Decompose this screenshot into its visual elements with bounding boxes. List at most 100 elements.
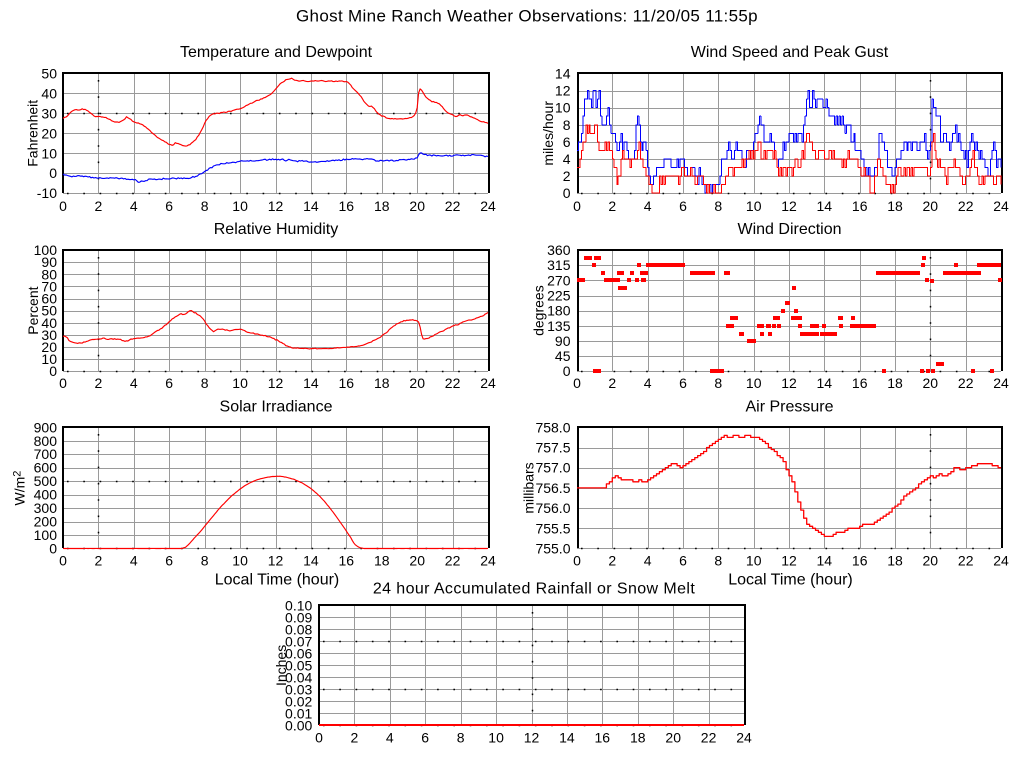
svg-text:12: 12 xyxy=(268,375,284,391)
svg-text:8: 8 xyxy=(714,375,722,391)
svg-text:16: 16 xyxy=(852,553,868,569)
svg-text:0: 0 xyxy=(59,375,67,391)
svg-text:6: 6 xyxy=(165,375,173,391)
svg-text:45: 45 xyxy=(555,348,571,364)
svg-text:90: 90 xyxy=(555,333,571,349)
svg-text:80: 80 xyxy=(41,266,57,282)
svg-text:40: 40 xyxy=(41,85,57,101)
svg-text:22: 22 xyxy=(445,198,461,214)
svg-text:90: 90 xyxy=(41,254,57,270)
svg-text:14: 14 xyxy=(817,553,833,569)
svg-text:8: 8 xyxy=(201,375,209,391)
svg-text:360: 360 xyxy=(547,242,571,258)
svg-text:2: 2 xyxy=(608,375,616,391)
svg-text:22: 22 xyxy=(958,198,974,214)
svg-text:16: 16 xyxy=(339,198,355,214)
svg-text:700: 700 xyxy=(34,446,58,462)
svg-text:20: 20 xyxy=(41,125,57,141)
svg-text:50: 50 xyxy=(41,303,57,319)
svg-text:20: 20 xyxy=(923,198,939,214)
svg-text:0: 0 xyxy=(49,165,57,181)
svg-text:8: 8 xyxy=(201,553,209,569)
svg-text:Wind Direction: Wind Direction xyxy=(737,221,841,238)
svg-text:W/m2: W/m2 xyxy=(12,471,28,506)
svg-text:20: 20 xyxy=(41,339,57,355)
svg-text:4: 4 xyxy=(386,730,394,746)
svg-text:755.0: 755.0 xyxy=(535,541,570,557)
svg-text:Air Pressure: Air Pressure xyxy=(745,399,833,416)
svg-text:14: 14 xyxy=(817,375,833,391)
svg-text:18: 18 xyxy=(374,375,390,391)
svg-text:8: 8 xyxy=(457,730,465,746)
svg-text:800: 800 xyxy=(34,433,58,449)
svg-text:Wind Speed and Peak Gust: Wind Speed and Peak Gust xyxy=(691,44,889,61)
svg-text:2: 2 xyxy=(95,198,103,214)
svg-text:Inches: Inches xyxy=(273,645,289,686)
svg-text:70: 70 xyxy=(41,278,57,294)
svg-text:miles/hour: miles/hour xyxy=(540,101,556,166)
svg-text:6: 6 xyxy=(563,134,571,150)
svg-text:0: 0 xyxy=(573,375,581,391)
svg-text:0.05: 0.05 xyxy=(285,657,312,673)
svg-text:0: 0 xyxy=(59,198,67,214)
svg-text:16: 16 xyxy=(339,553,355,569)
svg-text:100: 100 xyxy=(34,527,58,543)
svg-text:6: 6 xyxy=(421,730,429,746)
svg-text:12: 12 xyxy=(268,198,284,214)
svg-text:2: 2 xyxy=(95,375,103,391)
svg-text:756.5: 756.5 xyxy=(535,480,570,496)
svg-text:12: 12 xyxy=(268,553,284,569)
svg-text:24: 24 xyxy=(736,730,752,746)
svg-text:20: 20 xyxy=(409,375,425,391)
svg-text:225: 225 xyxy=(547,288,571,304)
svg-text:Fahrenheit: Fahrenheit xyxy=(25,100,41,167)
svg-text:8: 8 xyxy=(563,117,571,133)
svg-text:degrees: degrees xyxy=(531,285,547,336)
svg-text:20: 20 xyxy=(665,730,681,746)
svg-text:0.01: 0.01 xyxy=(285,706,312,722)
svg-text:4: 4 xyxy=(130,198,138,214)
svg-text:6: 6 xyxy=(165,553,173,569)
svg-text:12: 12 xyxy=(781,553,797,569)
svg-text:20: 20 xyxy=(409,553,425,569)
svg-text:6: 6 xyxy=(679,553,687,569)
svg-text:-10: -10 xyxy=(37,185,57,201)
svg-text:18: 18 xyxy=(887,375,903,391)
svg-text:0: 0 xyxy=(573,198,581,214)
svg-text:8: 8 xyxy=(201,198,209,214)
svg-text:10: 10 xyxy=(746,375,762,391)
svg-text:0.09: 0.09 xyxy=(285,609,312,625)
svg-text:22: 22 xyxy=(445,553,461,569)
svg-text:24: 24 xyxy=(480,198,496,214)
svg-text:10: 10 xyxy=(746,553,762,569)
svg-text:16: 16 xyxy=(852,375,868,391)
svg-text:10: 10 xyxy=(746,198,762,214)
svg-text:2: 2 xyxy=(608,553,616,569)
svg-text:Solar Irradiance: Solar Irradiance xyxy=(220,399,333,416)
svg-text:180: 180 xyxy=(547,303,571,319)
svg-text:4: 4 xyxy=(644,375,652,391)
svg-text:270: 270 xyxy=(547,272,571,288)
svg-text:60: 60 xyxy=(41,291,57,307)
svg-text:16: 16 xyxy=(595,730,611,746)
svg-text:0: 0 xyxy=(59,553,67,569)
svg-text:6: 6 xyxy=(679,375,687,391)
svg-text:16: 16 xyxy=(339,375,355,391)
svg-text:600: 600 xyxy=(34,460,58,476)
svg-text:10: 10 xyxy=(41,145,57,161)
svg-text:22: 22 xyxy=(958,553,974,569)
svg-text:135: 135 xyxy=(547,318,571,334)
svg-text:0: 0 xyxy=(315,730,323,746)
svg-text:0.08: 0.08 xyxy=(285,621,312,637)
svg-text:6: 6 xyxy=(165,198,173,214)
svg-text:14: 14 xyxy=(817,198,833,214)
svg-text:Percent: Percent xyxy=(25,286,41,334)
svg-text:Temperature and Dewpoint: Temperature and Dewpoint xyxy=(180,44,373,61)
svg-text:900: 900 xyxy=(34,419,58,435)
svg-text:315: 315 xyxy=(547,257,571,273)
svg-text:300: 300 xyxy=(34,500,58,516)
svg-text:14: 14 xyxy=(303,375,319,391)
svg-text:Local Time (hour): Local Time (hour) xyxy=(215,572,340,589)
svg-text:14: 14 xyxy=(303,198,319,214)
svg-text:756.0: 756.0 xyxy=(535,500,570,516)
